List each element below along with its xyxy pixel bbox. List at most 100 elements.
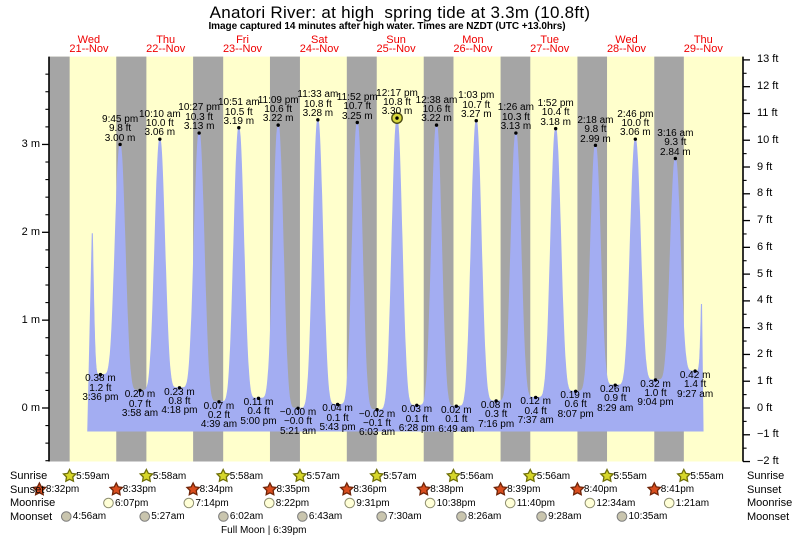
day-label-line: Wed [77, 33, 101, 46]
sunrise-star-icon [676, 468, 692, 483]
tide-label-line: −0.02 m [358, 408, 396, 420]
day-label-line: Thu [156, 33, 176, 46]
tide-label-line: 3.13 m [500, 121, 532, 133]
tide-label-line: 8:29 am [597, 402, 634, 414]
day-label-line: Sun [386, 33, 406, 46]
tide-label-line: 4:39 am [200, 419, 238, 431]
high-tide-dot [276, 123, 280, 127]
high-tide-label: 2:46 pm 10.0 ft 3.06 m [590, 109, 680, 139]
y-axis-right-label: −2 ft [757, 455, 779, 468]
sunrise-star-icon [138, 468, 154, 483]
tide-label-line: 0.20 m [124, 389, 156, 401]
sunrise-time: 5:58am [229, 470, 264, 482]
low-tide-label: −0.00 m −0.0 ft 5:21 am [253, 407, 343, 437]
high-tide-dot [118, 142, 122, 147]
low-tide-label: 0.20 m 0.7 ft 3:58 am [95, 389, 185, 419]
sunset-time: 8:39pm [507, 484, 541, 495]
tide-label-line: 5:00 pm [240, 415, 277, 427]
y-axis-right-label: 6 ft [757, 240, 773, 253]
sunset-time: 8:35pm [276, 484, 310, 495]
tide-label-line: 11:09 pm [257, 94, 299, 106]
tide-label-line: 1:26 am [497, 102, 534, 114]
day-label-line: 21--Nov [69, 43, 109, 56]
tide-label-line: 9.8 ft [108, 123, 132, 135]
low-tide-dot [217, 400, 221, 404]
moonrise-icon [344, 497, 356, 509]
high-tide-dot [633, 137, 638, 141]
tide-label-line: 11:33 am [297, 89, 339, 101]
high-tide-dot [316, 118, 320, 122]
low-tide-dot [138, 388, 142, 393]
moonrise-time: 11:40pm [516, 497, 555, 509]
day-label-line: 29--Nov [683, 43, 723, 56]
y-axis-right-label: 7 ft [757, 214, 773, 227]
tide-label-line: 0.2 ft [207, 410, 231, 421]
tide-label-line: 3.28 m [302, 108, 334, 120]
tide-label-line: 12:38 am [415, 94, 458, 106]
sunrise-time: 5:55am [613, 470, 647, 482]
moonset-icon [376, 511, 388, 522]
tide-label-line: 10:51 am [217, 97, 260, 109]
moonrise-icon [663, 497, 675, 509]
low-tide-label: 0.02 m 0.1 ft 6:49 am [411, 405, 501, 434]
chart-subtitle: Image captured 14 minutes after high wat… [208, 20, 566, 32]
day-label-line: Thu [693, 33, 713, 46]
moonset-time: 4:56am [72, 511, 107, 522]
sunset-time: 8:38pm [430, 484, 464, 495]
low-tide-dot [533, 395, 538, 400]
tide-label-line: 8:07 pm [557, 408, 594, 420]
day-label-line: 22--Nov [146, 43, 186, 56]
tide-label-line: 0.1 ft [445, 414, 468, 426]
high-tide-label: 1:26 am 10.3 ft 3.13 m [471, 102, 561, 133]
low-tide-label: 0.04 m 0.1 ft 5:43 pm [293, 403, 383, 433]
high-tide-dot [673, 156, 678, 161]
moonset-time: 10:35am [628, 511, 668, 522]
tide-label-line: 3:58 am [121, 407, 159, 419]
high-tide-label: 10:27 pm 10.3 ft 3.13 m [154, 103, 244, 132]
tide-label-line: 10:10 am [138, 108, 181, 120]
sunset-time: 8:33pm [122, 484, 157, 495]
low-tide-dot [375, 408, 379, 412]
high-tide-label: 12:38 am 10.6 ft 3.22 m [392, 94, 482, 124]
sunset-star-icon [31, 481, 47, 496]
sunset-star-icon [416, 481, 432, 496]
moonset-icon [536, 511, 547, 522]
tide-label-line: 5:21 am [279, 425, 317, 437]
moonrise-icon [584, 497, 596, 509]
tide-label-line: 3.06 m [620, 127, 651, 139]
sunrise-star-icon [215, 468, 231, 483]
moonrise-icon [103, 497, 114, 509]
high-tide-label: 11:09 pm 10.6 ft 3.22 m [233, 94, 323, 124]
moonset-time: 7:30am [388, 511, 422, 522]
tide-label-line: 4:18 pm [161, 405, 198, 417]
day-label-line: 23--Nov [222, 43, 263, 56]
y-axis-right-label: 12 ft [757, 80, 779, 93]
tide-label-line: 0.1 ft [405, 413, 428, 425]
y-axis-right-label: 4 ft [757, 294, 773, 307]
low-tide-label: 0.38 m 1.2 ft 3:36 pm [55, 374, 145, 403]
high-tide-label: 1:52 pm 10.4 ft 3.18 m [511, 98, 601, 127]
high-tide-dot [593, 143, 598, 148]
moonrise-icon [504, 497, 516, 509]
sunset-star-icon [646, 481, 662, 496]
tide-label-line: 0.6 ft [564, 399, 587, 411]
low-tide-label: −0.02 m −0.1 ft 6:03 am [332, 408, 422, 438]
tide-label-line: 1.0 ft [644, 388, 667, 399]
high-tide-dot [158, 137, 162, 141]
tide-label-line: 0.11 m [243, 397, 274, 408]
moonrise-icon [424, 497, 436, 509]
y-axis-right-label: 1 ft [757, 374, 773, 387]
day-label: Sat 24--Nov [274, 34, 364, 55]
high-tide-label: 9:45 pm 9.8 ft 3.00 m [75, 114, 165, 143]
y-axis-right-label: 10 ft [757, 133, 779, 146]
day-label: Thu 29--Nov [658, 33, 748, 56]
tide-label-line: 0.04 m [322, 403, 353, 415]
tide-label-line: 5:43 pm [319, 422, 356, 433]
high-tide-label: 1:03 pm 10.7 ft 3.27 m [431, 90, 521, 119]
day-label-line: 26--Nov [453, 43, 493, 56]
day-label-line: 25--Nov [376, 43, 416, 56]
moonrise-time: 9:31pm [356, 497, 390, 509]
low-tide-label: 0.26 m 0.9 ft 8:29 am [570, 384, 660, 414]
sunrise-star-icon [62, 468, 78, 483]
sunset-time: 8:36pm [353, 484, 387, 495]
